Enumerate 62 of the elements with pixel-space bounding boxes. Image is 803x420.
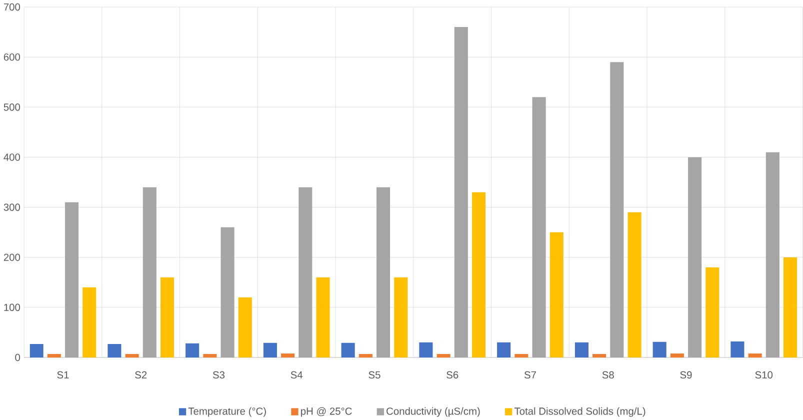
bar <box>142 187 156 358</box>
y-tick-label: 400 <box>4 153 20 161</box>
bar <box>316 277 330 358</box>
x-tick-label: S5 <box>368 371 380 378</box>
bar <box>730 341 744 358</box>
y-tick-label: 200 <box>4 254 20 261</box>
bar <box>592 354 606 358</box>
bar <box>203 354 217 358</box>
bar <box>688 157 702 358</box>
x-tick-label: S10 <box>755 371 773 378</box>
bar <box>497 342 511 358</box>
y-tick-label: 300 <box>4 204 20 211</box>
bar <box>65 202 79 358</box>
y-tick-label: 500 <box>4 103 20 111</box>
bar <box>454 26 468 358</box>
legend-label: Total Dissolved Solids (mg/L) <box>514 407 646 417</box>
x-tick-label: S6 <box>446 371 458 378</box>
bar <box>652 342 666 358</box>
x-tick-label: S2 <box>135 371 147 378</box>
bar <box>263 342 277 358</box>
bar <box>82 287 96 358</box>
bar <box>472 192 486 358</box>
y-tick-label: 600 <box>4 53 20 61</box>
bar <box>532 96 546 358</box>
bar <box>376 187 390 358</box>
bar <box>610 62 624 358</box>
bar <box>341 342 355 358</box>
bar <box>47 354 61 358</box>
bar <box>574 342 588 358</box>
bar <box>125 354 139 358</box>
bar <box>281 353 295 358</box>
bar <box>766 152 780 358</box>
x-tick-label: S1 <box>57 371 69 378</box>
y-tick-label: 700 <box>4 3 20 10</box>
bar <box>514 354 528 358</box>
bar <box>394 277 408 358</box>
legend-label: pH @ 25°C <box>301 407 352 417</box>
x-tick-label: S7 <box>524 371 536 378</box>
bar <box>160 277 174 358</box>
x-tick-label: S9 <box>680 371 692 378</box>
bar <box>108 344 122 358</box>
bar <box>670 353 684 358</box>
bar <box>30 344 44 358</box>
bar <box>238 297 252 358</box>
bar <box>220 227 234 358</box>
x-tick-label: S4 <box>290 371 303 378</box>
legend-label: Temperature (°C) <box>188 407 266 417</box>
bar <box>419 342 433 358</box>
bar <box>628 212 642 358</box>
bar <box>706 267 720 358</box>
bar <box>784 257 798 358</box>
bar <box>436 354 450 358</box>
bar <box>298 187 312 358</box>
y-tick-label: 100 <box>4 304 20 311</box>
legend-label: Conductivity (µS/cm) <box>386 407 480 417</box>
bar <box>550 232 564 358</box>
bar <box>358 354 372 358</box>
x-tick-label: S3 <box>212 371 225 378</box>
x-tick-label: S8 <box>602 371 614 378</box>
bar <box>748 353 762 358</box>
y-tick-label: 0 <box>15 354 20 361</box>
bar <box>186 343 200 358</box>
